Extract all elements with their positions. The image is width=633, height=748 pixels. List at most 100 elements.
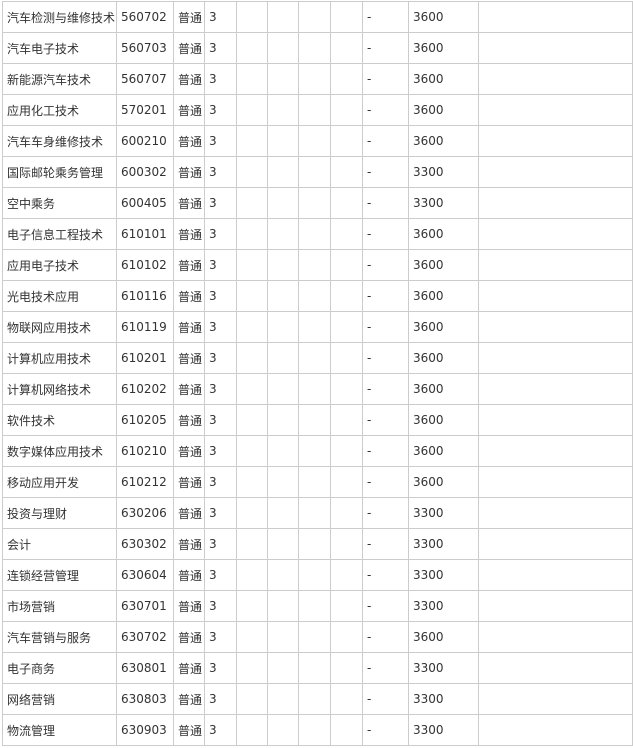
- duration-years-cell: 3: [204, 404, 237, 436]
- col-8-cell: [330, 156, 363, 188]
- table-row: 软件技术 610205 普通 3 -3600: [2, 404, 633, 436]
- col-8-cell: [330, 280, 363, 312]
- table-row: 计算机网络技术 610202 普通 3 -3600: [2, 373, 633, 405]
- tuition-cell: 3600: [408, 373, 479, 405]
- duration-years-cell: 3: [204, 621, 237, 653]
- duration-years-cell: 3: [204, 435, 237, 467]
- col-7-cell: [298, 373, 331, 405]
- col-6-cell: [267, 373, 299, 405]
- duration-years-cell: 3: [204, 125, 237, 157]
- col-6-cell: [267, 466, 299, 498]
- col-7-cell: [298, 280, 331, 312]
- col-5-cell: [236, 94, 268, 126]
- tuition-cell: 3600: [408, 435, 479, 467]
- program-type-cell: 普通: [173, 590, 205, 622]
- col-11-cell: [478, 466, 633, 498]
- major-name-cell: 电子商务: [2, 652, 117, 684]
- major-code-cell: 630302: [116, 528, 174, 560]
- col-6-cell: [267, 94, 299, 126]
- col-8-cell: [330, 218, 363, 250]
- program-type-cell: 普通: [173, 311, 205, 343]
- col-6-cell: [267, 156, 299, 188]
- col-7-cell: [298, 125, 331, 157]
- col-6-cell: [267, 342, 299, 374]
- duration-years-cell: 3: [204, 683, 237, 715]
- col-8-cell: [330, 590, 363, 622]
- tuition-cell: 3600: [408, 280, 479, 312]
- col-6-cell: [267, 435, 299, 467]
- duration-years-cell: 3: [204, 249, 237, 281]
- col-7-cell: [298, 559, 331, 591]
- col-7-cell: [298, 497, 331, 529]
- table-row: 物联网应用技术 610119 普通 3 -3600: [2, 311, 633, 343]
- program-type-cell: 普通: [173, 249, 205, 281]
- col-11-cell: [478, 373, 633, 405]
- col-6-cell: [267, 683, 299, 715]
- major-code-cell: 570201: [116, 94, 174, 126]
- col-5-cell: [236, 590, 268, 622]
- dash-cell-cell: -: [362, 528, 409, 560]
- table-row: 连锁经营管理 630604 普通 3 -3300: [2, 559, 633, 591]
- dash-cell-cell: -: [362, 156, 409, 188]
- col-7-cell: [298, 94, 331, 126]
- program-type-cell: 普通: [173, 714, 205, 746]
- tuition-cell: 3600: [408, 621, 479, 653]
- dash-cell-cell: -: [362, 342, 409, 374]
- dash-cell-cell: -: [362, 559, 409, 591]
- col-5-cell: [236, 435, 268, 467]
- col-7-cell: [298, 342, 331, 374]
- col-11-cell: [478, 435, 633, 467]
- col-8-cell: [330, 652, 363, 684]
- col-7-cell: [298, 218, 331, 250]
- program-type-cell: 普通: [173, 466, 205, 498]
- tuition-cell: 3600: [408, 1, 479, 33]
- col-6-cell: [267, 528, 299, 560]
- program-type-cell: 普通: [173, 342, 205, 374]
- duration-years-cell: 3: [204, 311, 237, 343]
- program-type-cell: 普通: [173, 404, 205, 436]
- col-6-cell: [267, 621, 299, 653]
- col-6-cell: [267, 63, 299, 95]
- col-11-cell: [478, 63, 633, 95]
- col-5-cell: [236, 621, 268, 653]
- program-type-cell: 普通: [173, 187, 205, 219]
- col-8-cell: [330, 311, 363, 343]
- table-row: 国际邮轮乘务管理 600302 普通 3 -3300: [2, 156, 633, 188]
- table-row: 光电技术应用 610116 普通 3 -3600: [2, 280, 633, 312]
- col-5-cell: [236, 156, 268, 188]
- major-code-cell: 600210: [116, 125, 174, 157]
- tuition-cell: 3300: [408, 714, 479, 746]
- col-8-cell: [330, 528, 363, 560]
- duration-years-cell: 3: [204, 528, 237, 560]
- col-6-cell: [267, 1, 299, 33]
- duration-years-cell: 3: [204, 63, 237, 95]
- table-row: 物流管理 630903 普通 3 -3300: [2, 714, 633, 746]
- major-code-cell: 600405: [116, 187, 174, 219]
- major-name-cell: 电子信息工程技术: [2, 218, 117, 250]
- major-code-cell: 610102: [116, 249, 174, 281]
- col-6-cell: [267, 497, 299, 529]
- col-11-cell: [478, 497, 633, 529]
- duration-years-cell: 3: [204, 1, 237, 33]
- major-name-cell: 物联网应用技术: [2, 311, 117, 343]
- duration-years-cell: 3: [204, 559, 237, 591]
- program-type-cell: 普通: [173, 280, 205, 312]
- tuition-cell: 3600: [408, 342, 479, 374]
- major-code-cell: 610210: [116, 435, 174, 467]
- major-code-cell: 630604: [116, 559, 174, 591]
- table-row: 市场营销 630701 普通 3 -3300: [2, 590, 633, 622]
- program-type-cell: 普通: [173, 32, 205, 64]
- col-6-cell: [267, 32, 299, 64]
- tuition-cell: 3300: [408, 683, 479, 715]
- col-7-cell: [298, 404, 331, 436]
- major-code-cell: 560703: [116, 32, 174, 64]
- duration-years-cell: 3: [204, 342, 237, 374]
- col-8-cell: [330, 1, 363, 33]
- major-name-cell: 移动应用开发: [2, 466, 117, 498]
- col-6-cell: [267, 714, 299, 746]
- table-row: 汽车电子技术 560703 普通 3 -3600: [2, 32, 633, 64]
- dash-cell-cell: -: [362, 714, 409, 746]
- program-type-cell: 普通: [173, 373, 205, 405]
- col-8-cell: [330, 559, 363, 591]
- col-8-cell: [330, 466, 363, 498]
